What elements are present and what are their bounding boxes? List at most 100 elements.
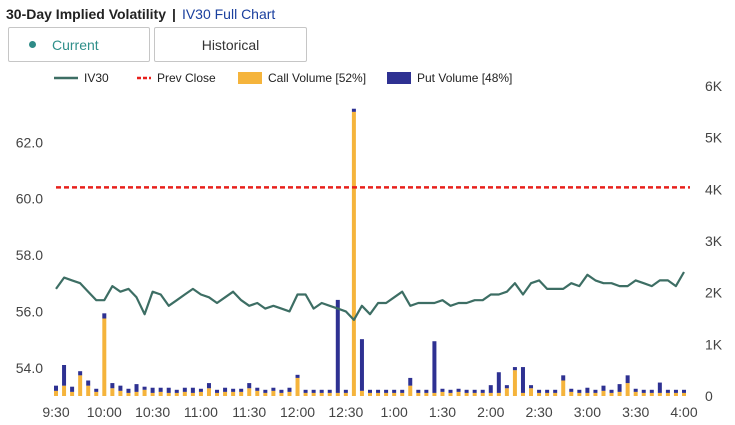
put-volume-bar (86, 380, 91, 386)
call-volume-bar (215, 392, 220, 396)
put-volume-bar (94, 388, 99, 392)
call-volume-bar (166, 392, 171, 396)
put-volume-bar (279, 389, 284, 393)
call-volume-bar (279, 392, 284, 396)
call-volume-bar (569, 391, 574, 396)
call-volume-bar (585, 392, 590, 396)
y-right-tick-label: 5K (705, 130, 723, 146)
call-volume-bar (102, 318, 107, 396)
call-volume-bar (295, 377, 300, 396)
call-volume-bar (464, 392, 469, 396)
call-volume-bar (633, 391, 638, 396)
call-volume-bar (529, 388, 534, 396)
x-tick-label: 1:30 (429, 404, 456, 420)
call-volume-bar (190, 392, 195, 396)
put-volume-bar (545, 389, 550, 393)
call-volume-bar (271, 390, 276, 396)
call-volume-bar (424, 392, 429, 396)
put-volume-bar (174, 389, 179, 393)
put-volume-bar (585, 387, 590, 393)
put-volume-bar (649, 389, 654, 393)
put-volume-bar (343, 389, 348, 393)
call-volume-bar (682, 392, 686, 396)
call-volume-bar (593, 392, 598, 396)
put-volume-bar (295, 374, 300, 378)
page-title: 30-Day Implied Volatility (6, 6, 167, 22)
call-volume-bar (537, 392, 542, 396)
put-volume-bar (263, 389, 268, 393)
y-left-tick-label: 54.0 (16, 360, 43, 376)
call-volume-bar (335, 392, 340, 396)
active-dot-icon (29, 41, 36, 48)
call-volume-bar (126, 392, 131, 396)
call-volume-bar (303, 392, 308, 396)
call-volume-bar (665, 392, 670, 396)
call-volume-bar (327, 392, 332, 396)
y-right-tick-label: 1K (705, 336, 723, 352)
put-volume-bar (190, 387, 195, 393)
put-volume-bar (271, 387, 276, 391)
put-volume-bar (134, 384, 139, 392)
put-volume-bar (448, 389, 453, 393)
put-volume-bar (110, 383, 115, 389)
x-tick-label: 3:00 (574, 404, 601, 420)
call-volume-bar (110, 388, 115, 396)
x-tick-label: 2:00 (477, 404, 504, 420)
call-volume-bar (263, 392, 268, 396)
tab-current-label: Current (52, 36, 99, 53)
put-volume-bar (319, 389, 324, 393)
put-volume-bar (70, 386, 75, 392)
iv30-full-chart-link[interactable]: IV30 Full Chart (181, 6, 276, 22)
put-volume-bar (512, 367, 517, 371)
put-volume-bar (239, 388, 244, 392)
put-volume-bar (62, 365, 67, 386)
call-volume-bar (496, 392, 501, 396)
tab-historical-label: Historical (201, 36, 260, 53)
legend-label: IV30 (84, 71, 109, 85)
call-volume-bar (472, 392, 477, 396)
call-volume-bar (62, 385, 67, 396)
put-volume-bar (520, 367, 525, 393)
call-volume-bar (512, 370, 517, 396)
call-volume-bar (142, 389, 147, 396)
legend-label: Prev Close (157, 71, 216, 85)
tab-historical[interactable]: Historical (154, 27, 307, 62)
put-volume-bar (464, 389, 469, 393)
put-volume-bar (424, 389, 429, 393)
put-volume-bar (593, 389, 598, 393)
y-left-tick-label: 62.0 (16, 134, 43, 150)
put-volume-bar (400, 389, 405, 393)
put-volume-bar (223, 387, 228, 392)
call-volume-bar (86, 385, 91, 396)
call-volume-bar (577, 392, 582, 396)
put-volume-bar (641, 389, 646, 393)
put-volume-bar (577, 389, 582, 393)
call-volume-bar (174, 392, 179, 396)
y-left-tick-label: 56.0 (16, 303, 43, 319)
y-right-tick-label: 3K (705, 233, 723, 249)
put-volume-bar (376, 389, 381, 393)
put-volume-bar (617, 384, 622, 392)
call-volume-bar (448, 392, 453, 396)
put-volume-bar (537, 389, 542, 393)
put-volume-bar (633, 388, 638, 392)
tab-current[interactable]: Current (8, 27, 150, 62)
put-volume-bar (198, 388, 203, 392)
call-volume-bar (182, 391, 187, 396)
put-volume-bar (609, 389, 614, 393)
put-volume-bar (287, 387, 292, 392)
call-volume-bar (561, 380, 566, 396)
put-volume-bar (561, 375, 566, 381)
call-volume-bar (359, 390, 364, 396)
put-volume-bar (625, 375, 630, 384)
put-volume-bar (54, 385, 58, 391)
call-volume-bar (223, 391, 228, 396)
put-volume-bar (206, 383, 211, 389)
put-volume-bar (682, 389, 686, 393)
call-volume-bar (657, 392, 662, 396)
put-volume-bar (553, 389, 558, 393)
put-volume-bar (78, 371, 83, 376)
put-volume-bar (392, 389, 397, 393)
put-volume-bar (166, 387, 171, 393)
